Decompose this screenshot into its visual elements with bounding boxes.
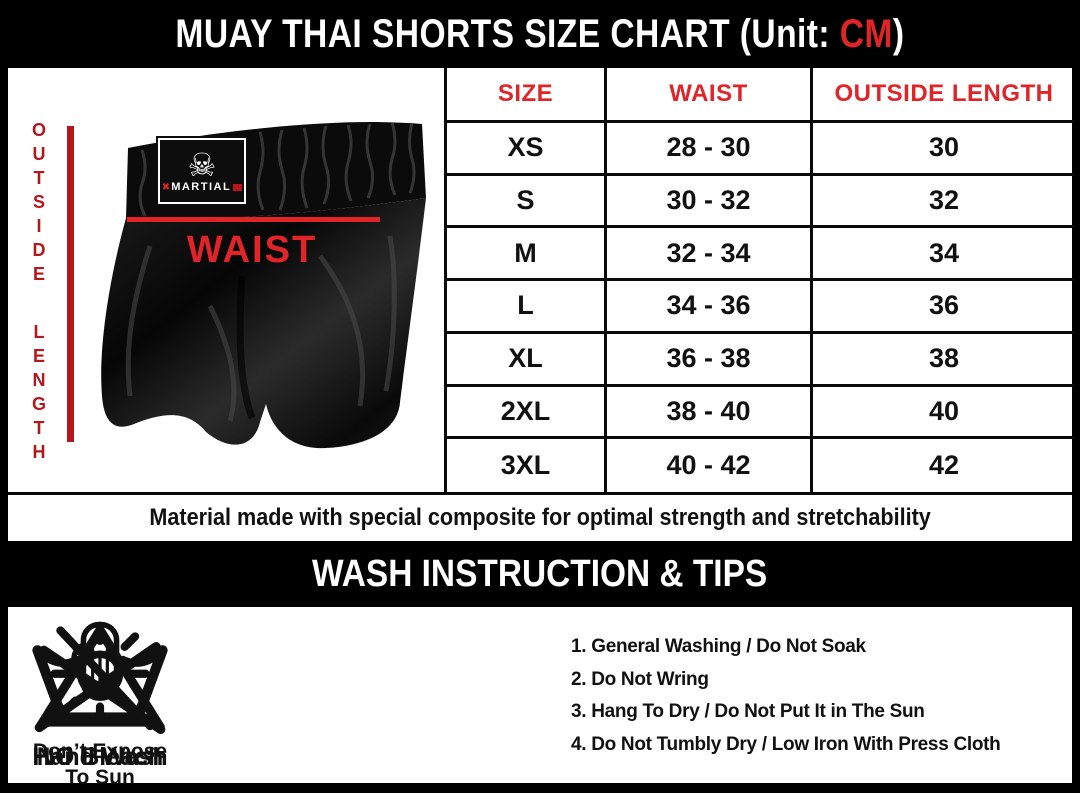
- page-title-suffix: ): [892, 11, 905, 56]
- wash-tip: 2. Do Not Wring: [571, 668, 709, 690]
- waistband-gathers: [138, 122, 416, 217]
- wash-instruction-title: WASH INSTRUCTION & TIPS: [312, 552, 768, 595]
- wash-instruction-panel: Hand Wash NO Bleach: [8, 607, 1072, 789]
- table-cell-length: 34: [813, 228, 1075, 282]
- shorts-body: [101, 198, 427, 449]
- table-cell-waist: 28 - 30: [607, 123, 813, 176]
- col-header-outside-length: OUTSIDE LENGTH: [813, 68, 1075, 123]
- col-header-waist: WAIST: [607, 68, 813, 123]
- col-header-size: SIZE: [447, 68, 607, 123]
- no-sun-group: Don’t Expose To Sun: [8, 615, 192, 792]
- table-cell-waist: 36 - 38: [607, 333, 813, 387]
- wash-tip: 1. General Washing / Do Not Soak: [571, 636, 866, 657]
- table-cell-length: 30: [813, 123, 1075, 176]
- satin-highlights: [125, 235, 397, 422]
- hand-wash-label: Hand Wash: [32, 743, 168, 771]
- waist-label: WAIST: [187, 229, 317, 271]
- table-cell-length: 42: [928, 450, 960, 481]
- shorts-image: WAIST ☠ ✖ MARTIAL: [90, 106, 440, 453]
- brand-x-icon: ✖: [161, 181, 171, 193]
- table-cell-size: 2XL: [447, 386, 607, 440]
- table-cell-length: 32: [813, 176, 1075, 229]
- no-sun-label: Don’t Expose To Sun: [33, 739, 167, 792]
- page-title-unit: CM: [839, 11, 893, 56]
- title-bar: MUAY THAI SHORTS SIZE CHART (Unit: CM): [0, 0, 1080, 68]
- shorts-diagram: OUTSIDE LENGTH: [8, 68, 444, 492]
- outside-length-measure-line: [67, 126, 74, 442]
- shorts-leg-split-shadow: [236, 275, 256, 420]
- brand-name: MARTIAL: [171, 181, 232, 193]
- table-cell-length: 36: [813, 281, 1075, 334]
- material-note-strip: Material made with special composite for…: [8, 492, 1072, 541]
- outside-length-label: OUTSIDE LENGTH: [29, 120, 49, 466]
- table-cell-size: XS: [447, 123, 607, 176]
- page-title: MUAY THAI SHORTS SIZE CHART (Unit: CM): [175, 12, 904, 57]
- brand-row: ✖ MARTIAL: [161, 181, 243, 193]
- table-cell-length: 38: [813, 334, 1075, 387]
- no-sun-icon: [44, 615, 156, 737]
- page-title-text: MUAY THAI SHORTS SIZE CHART (Unit:: [175, 11, 840, 56]
- table-cell-size: XL: [447, 333, 607, 387]
- table-cell-size: L: [447, 281, 607, 334]
- brand-patch: ☠ ✖ MARTIAL: [158, 138, 246, 204]
- skull-crossbones-icon: ☠: [187, 146, 217, 184]
- size-chart-table: SIZE WAIST OUTSIDE LENGTH XS 28 - 30 30 …: [444, 68, 1075, 492]
- waist-measure-line: [127, 217, 380, 222]
- table-cell-waist: 30 - 32: [607, 175, 813, 229]
- table-cell-length: 40: [813, 387, 1075, 440]
- table-cell-size: 3XL: [447, 439, 607, 492]
- table-cell-size: M: [447, 228, 607, 282]
- wash-tip: 3. Hang To Dry / Do Not Put It in The Su…: [571, 701, 925, 722]
- wash-instruction-bar: WASH INSTRUCTION & TIPS: [0, 541, 1080, 607]
- table-cell-size: S: [447, 175, 607, 229]
- table-cell-waist: 40 - 42: [607, 439, 813, 492]
- brand-tag: [233, 184, 243, 191]
- shorts-illustration: WAIST: [101, 122, 427, 449]
- size-chart-section: OUTSIDE LENGTH: [8, 68, 1075, 541]
- no-sun-label-line2: To Sun: [65, 766, 135, 790]
- table-cell-waist: 34 - 36: [607, 281, 813, 334]
- no-bleach-label: NO Bleach: [36, 743, 164, 771]
- no-sun-label-line1: Don’t Expose: [32, 740, 168, 763]
- table-cell-waist: 32 - 34: [607, 228, 813, 282]
- wash-tips-list: 1. General Washing / Do Not Soak 2. Do N…: [571, 631, 1001, 761]
- wash-tip: 4. Do Not Tumbly Dry / Low Iron With Pre…: [571, 733, 1001, 755]
- table-cell-waist: 38 - 40: [607, 386, 813, 440]
- material-note: Material made with special composite for…: [149, 504, 931, 531]
